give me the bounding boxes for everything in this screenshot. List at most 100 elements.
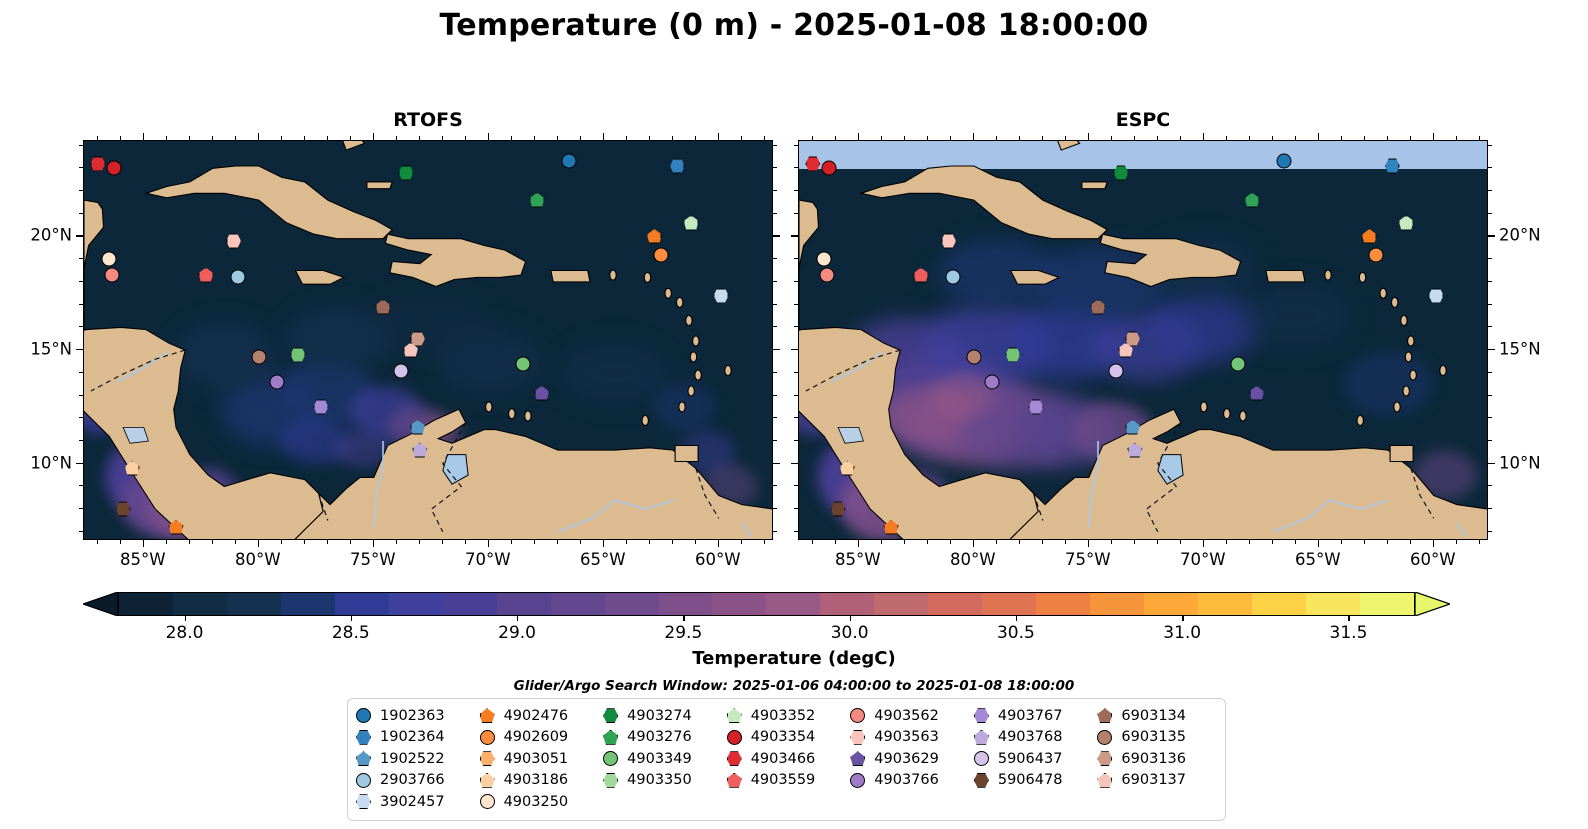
legend-item[interactable]: 6903134 <box>1097 705 1217 727</box>
x-minor-tick <box>1018 540 1020 544</box>
legend-item[interactable]: 5906478 <box>973 770 1094 792</box>
float-marker-2903766[interactable] <box>945 269 961 285</box>
colorbar-band-3 <box>280 593 335 615</box>
legend-item[interactable]: 6903135 <box>1097 727 1217 749</box>
legend-item[interactable]: 6903136 <box>1097 748 1217 770</box>
legend-item[interactable]: 4903349 <box>603 748 723 770</box>
legend-item[interactable]: 4903186 <box>479 770 600 792</box>
x-minor-tick <box>349 540 351 544</box>
float-marker-4903349[interactable] <box>290 347 306 363</box>
colorbar-tick <box>1015 616 1018 621</box>
float-marker-4903250[interactable] <box>101 251 117 267</box>
float-marker-4903350[interactable] <box>1230 356 1246 372</box>
float-marker-5906478[interactable] <box>830 501 846 517</box>
legend-item[interactable]: 3902457 <box>356 791 476 813</box>
float-marker-4903562[interactable] <box>819 267 835 283</box>
colorbar-band-17 <box>1036 593 1091 615</box>
float-marker-6903136[interactable] <box>1125 331 1140 347</box>
legend-swatch-5906478 <box>973 772 989 788</box>
x-tick-top <box>602 133 605 140</box>
y-minor-tick <box>794 144 798 146</box>
float-marker-5906437[interactable] <box>1108 363 1124 379</box>
float-marker-5906437[interactable] <box>393 363 409 379</box>
legend-item[interactable]: 4902609 <box>479 727 600 749</box>
legend-item[interactable]: 4903250 <box>479 791 600 813</box>
float-marker-6903135[interactable] <box>966 349 982 365</box>
float-marker-4903767[interactable] <box>1028 399 1044 415</box>
legend-swatch-4903559 <box>726 772 742 788</box>
float-marker-3902457[interactable] <box>1428 288 1444 304</box>
y-minor-tick-right <box>773 303 777 305</box>
x-minor-tick-top <box>740 136 742 140</box>
float-marker-4903563[interactable] <box>941 233 956 249</box>
float-marker-4903354[interactable] <box>90 156 106 172</box>
float-marker-4903766[interactable] <box>269 374 285 390</box>
legend-item[interactable]: 4903766 <box>850 770 970 792</box>
colorbar-band-18 <box>1090 593 1145 615</box>
legend-item[interactable]: 2903766 <box>356 770 476 792</box>
float-marker-1902363[interactable] <box>561 153 577 169</box>
legend-item[interactable]: 5906437 <box>973 748 1094 770</box>
legend-swatch-4903354 <box>726 729 742 745</box>
float-marker-4902609[interactable] <box>653 247 669 263</box>
x-minor-tick <box>1248 540 1250 544</box>
x-tick <box>972 540 975 547</box>
float-marker-4903766[interactable] <box>984 374 1000 390</box>
x-minor-tick <box>903 540 905 544</box>
map-panel-espc[interactable] <box>798 140 1488 540</box>
float-marker-4903466[interactable] <box>821 160 837 176</box>
legend-item[interactable]: 4903563 <box>850 727 970 749</box>
float-marker-4903466[interactable] <box>106 160 122 176</box>
float-marker-4903767[interactable] <box>313 399 329 415</box>
x-tick <box>1087 540 1090 547</box>
float-marker-1902364[interactable] <box>669 158 685 174</box>
y-minor-tick-right <box>1488 212 1492 214</box>
float-marker-1902364[interactable] <box>1384 158 1400 174</box>
legend-item[interactable]: 4903274 <box>603 705 723 727</box>
legend-label: 4903352 <box>750 707 816 724</box>
float-marker-1902363[interactable] <box>1276 153 1292 169</box>
y-tick-right <box>1488 235 1495 237</box>
legend-item[interactable]: 4903559 <box>726 770 847 792</box>
legend-item[interactable]: 1902363 <box>356 705 476 727</box>
legend-item[interactable]: 4903768 <box>973 727 1094 749</box>
float-marker-4903274[interactable] <box>398 165 414 181</box>
float-marker-3902457[interactable] <box>713 288 729 304</box>
float-marker-4903562[interactable] <box>104 267 120 283</box>
float-marker-6903136[interactable] <box>410 331 425 347</box>
legend-item[interactable]: 4903466 <box>726 748 847 770</box>
float-marker-4902609[interactable] <box>1368 247 1384 263</box>
legend-item[interactable]: 4903354 <box>726 727 847 749</box>
legend-label: 4903563 <box>874 729 939 746</box>
map-panel-rtofs[interactable] <box>83 140 773 540</box>
x-minor-tick <box>1133 540 1135 544</box>
legend-column-0: 1902363 1902364 1902522 2903766 3902457 <box>356 705 476 813</box>
legend-item[interactable]: 1902522 <box>356 748 476 770</box>
legend-item[interactable]: 4903562 <box>850 705 970 727</box>
legend-item[interactable]: 4903352 <box>726 705 847 727</box>
y-tick <box>76 349 83 351</box>
legend-item[interactable]: 6903137 <box>1097 770 1217 792</box>
legend-item[interactable]: 4903276 <box>603 727 723 749</box>
float-marker-4903274[interactable] <box>1113 165 1129 181</box>
legend-item[interactable]: 4902476 <box>479 705 600 727</box>
legend-item[interactable]: 4903767 <box>973 705 1094 727</box>
legend-label: 4903186 <box>503 772 569 789</box>
x-minor-tick <box>165 540 167 544</box>
float-marker-4903349[interactable] <box>1005 347 1021 363</box>
float-marker-4903250[interactable] <box>816 251 832 267</box>
colorbar-band-11 <box>712 593 767 615</box>
legend-item[interactable]: 1902364 <box>356 727 476 749</box>
x-minor-tick <box>1064 540 1066 544</box>
float-marker-4903563[interactable] <box>226 233 241 249</box>
legend-item[interactable]: 4903350 <box>603 770 723 792</box>
float-marker-4903350[interactable] <box>515 356 531 372</box>
legend-item[interactable]: 4903051 <box>479 748 600 770</box>
y-minor-tick-right <box>1488 508 1492 510</box>
float-marker-4903354[interactable] <box>805 156 821 172</box>
float-marker-6903135[interactable] <box>251 349 267 365</box>
legend-item[interactable]: 4903629 <box>850 748 970 770</box>
x-tick-label: 85°W <box>835 550 881 569</box>
float-marker-2903766[interactable] <box>230 269 246 285</box>
float-marker-5906478[interactable] <box>115 501 131 517</box>
